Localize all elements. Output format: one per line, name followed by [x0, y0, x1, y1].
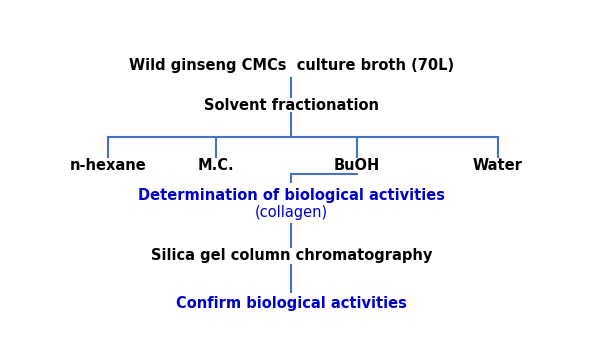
Text: Water: Water [473, 158, 523, 173]
Text: Solvent fractionation: Solvent fractionation [204, 98, 379, 113]
Text: Determination of biological activities: Determination of biological activities [138, 188, 445, 203]
Text: Wild ginseng CMCs  culture broth (70L): Wild ginseng CMCs culture broth (70L) [129, 58, 454, 73]
Text: Confirm biological activities: Confirm biological activities [176, 296, 407, 311]
Text: M.C.: M.C. [198, 158, 235, 173]
Text: BuOH: BuOH [334, 158, 380, 173]
Text: n-hexane: n-hexane [70, 158, 147, 173]
Text: Silica gel column chromatography: Silica gel column chromatography [151, 249, 432, 264]
Text: (collagen): (collagen) [255, 205, 328, 220]
